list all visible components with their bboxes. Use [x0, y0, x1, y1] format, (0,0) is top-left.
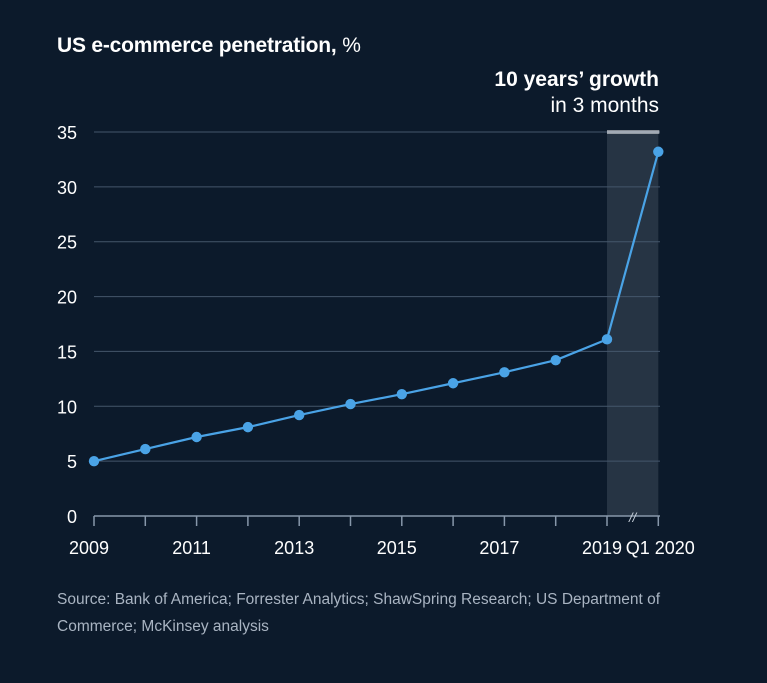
y-tick-label-15: 15	[57, 342, 77, 362]
y-tick-label-25: 25	[57, 233, 77, 253]
data-point-2019	[601, 334, 613, 345]
axis-break-symbol: //	[628, 510, 638, 525]
y-tick-label-20: 20	[57, 288, 77, 308]
y-tick-label-30: 30	[57, 178, 77, 198]
highlight-subtitle: in 3 months	[550, 94, 659, 117]
chart-title-text: US e-commerce penetration,	[57, 34, 337, 57]
source-note: Source: Bank of America; Forrester Analy…	[57, 591, 661, 635]
chart-title: US e-commerce penetration, %	[57, 34, 361, 58]
x-tick-label-2011: 2011	[172, 538, 211, 558]
data-point-2009	[88, 455, 100, 467]
data-point-Q1-2020	[653, 146, 664, 157]
chart-title-unit: %	[342, 34, 361, 57]
y-tick-label-0: 0	[67, 507, 77, 527]
x-tick-label-2015: 2015	[377, 538, 417, 558]
data-point-2017	[499, 367, 510, 378]
data-point-2014	[345, 398, 356, 410]
series-line-0	[93, 151, 660, 463]
data-point-2012	[242, 421, 254, 433]
data-point-2016	[447, 378, 459, 389]
highlight-title: 10 years’ growth	[494, 68, 659, 91]
y-tick-label-5: 5	[67, 452, 77, 472]
x-tick-label-Q1-2020: Q1 2020	[626, 538, 695, 558]
data-point-2013	[294, 409, 305, 421]
data-point-2015	[396, 389, 407, 400]
highlight-band	[607, 132, 659, 516]
y-tick-label-35: 35	[57, 123, 77, 143]
x-tick-label-2019: 2019	[582, 538, 622, 558]
y-tick-label-10: 10	[57, 397, 77, 417]
x-tick-label-2013: 2013	[274, 538, 314, 558]
data-point-2010	[140, 443, 151, 455]
data-point-2011	[191, 431, 202, 443]
x-tick-label-2017: 2017	[479, 538, 519, 558]
data-point-2018	[550, 355, 561, 366]
x-tick-label-2009: 2009	[69, 538, 109, 558]
